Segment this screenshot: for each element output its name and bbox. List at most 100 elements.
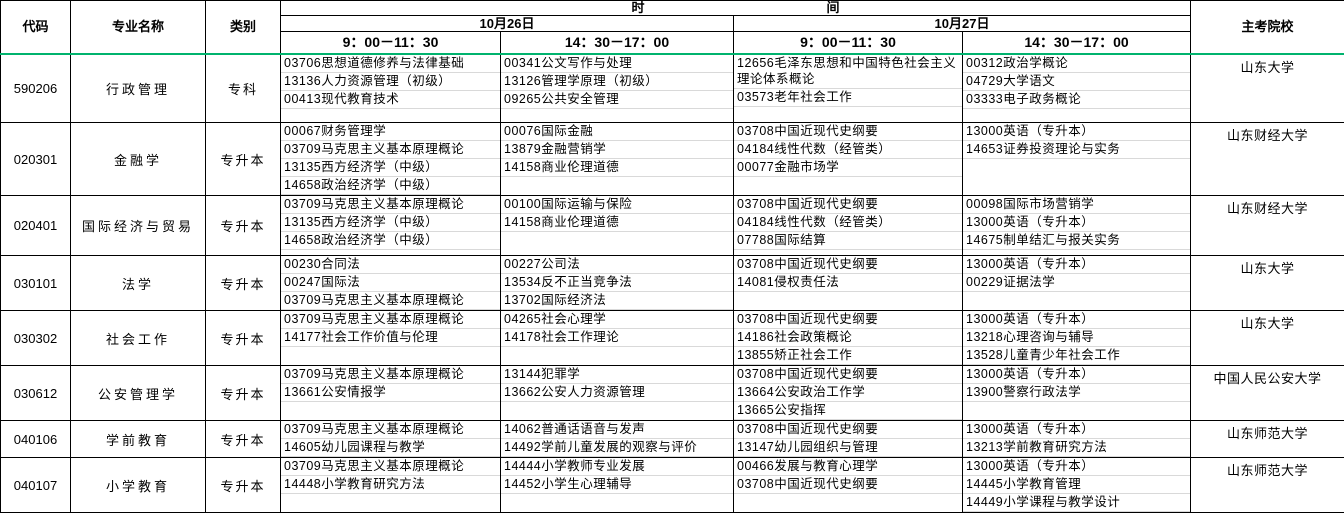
course-item: 03708中国近现代史纲要 xyxy=(734,476,962,494)
category-cell: 专科 xyxy=(206,54,281,123)
institution-cell: 山东大学 xyxy=(1191,311,1344,366)
course-item: 00076国际金融 xyxy=(501,123,733,141)
course-item: 03709马克思主义基本原理概论 xyxy=(281,196,500,214)
major-cell: 小学教育 xyxy=(71,458,206,513)
course-item: 14178社会工作理论 xyxy=(501,329,733,347)
course-item: 13000英语（专升本） xyxy=(963,256,1190,274)
course-item: 03708中国近现代史纲要 xyxy=(734,311,962,329)
course-item: 00341公文写作与处理 xyxy=(501,55,733,73)
course-item: 14062普通话语音与发声 xyxy=(501,421,733,439)
course-item: 13528儿童青少年社会工作 xyxy=(963,347,1190,365)
course-item: 00227公司法 xyxy=(501,256,733,274)
course-item: 13144犯罪学 xyxy=(501,366,733,384)
course-item: 13000英语（专升本） xyxy=(963,366,1190,384)
institution-cell: 中国人民公安大学 xyxy=(1191,366,1344,421)
course-item: 14177社会工作价值与伦理 xyxy=(281,329,500,347)
course-item: 13664公安政治工作学 xyxy=(734,384,962,402)
course-item: 13000英语（专升本） xyxy=(963,123,1190,141)
category-cell: 专升本 xyxy=(206,196,281,256)
header-time: 时 间 xyxy=(281,1,1191,16)
category-cell: 专升本 xyxy=(206,366,281,421)
course-item: 03709马克思主义基本原理概论 xyxy=(281,141,500,159)
course-item: 13534反不正当竞争法 xyxy=(501,274,733,292)
course-item: 00100国际运输与保险 xyxy=(501,196,733,214)
institution-cell: 山东大学 xyxy=(1191,54,1344,123)
course-item: 14492学前儿童发展的观察与评价 xyxy=(501,439,733,457)
course-item: 13661公安情报学 xyxy=(281,384,500,402)
course-item: 04729大学语文 xyxy=(963,73,1190,91)
course-item: 13136人力资源管理（初级） xyxy=(281,73,500,91)
code-cell: 020301 xyxy=(1,123,71,196)
course-item: 13855矫正社会工作 xyxy=(734,347,962,365)
code-cell: 590206 xyxy=(1,54,71,123)
course-item: 00067财务管理学 xyxy=(281,123,500,141)
course-item: 03708中国近现代史纲要 xyxy=(734,123,962,141)
course-item: 12656毛泽东思想和中国特色社会主义理论体系概论 xyxy=(734,55,962,89)
course-item: 09265公共安全管理 xyxy=(501,91,733,109)
course-item: 03708中国近现代史纲要 xyxy=(734,366,962,384)
code-cell: 040106 xyxy=(1,421,71,458)
course-item: 14449小学课程与教学设计 xyxy=(963,494,1190,512)
header-day1: 10月26日 xyxy=(281,16,734,32)
category-cell: 专升本 xyxy=(206,256,281,311)
course-item: 13126管理学原理（初级） xyxy=(501,73,733,91)
institution-cell: 山东财经大学 xyxy=(1191,123,1344,196)
major-cell: 行政管理 xyxy=(71,54,206,123)
code-cell: 030101 xyxy=(1,256,71,311)
institution-cell: 山东财经大学 xyxy=(1191,196,1344,256)
code-cell: 020401 xyxy=(1,196,71,256)
course-item: 00077金融市场学 xyxy=(734,159,962,177)
course-item: 00098国际市场营销学 xyxy=(963,196,1190,214)
course-item: 13000英语（专升本） xyxy=(963,214,1190,232)
category-cell: 专升本 xyxy=(206,123,281,196)
major-cell: 学前教育 xyxy=(71,421,206,458)
course-item: 13000英语（专升本） xyxy=(963,311,1190,329)
course-item: 14605幼儿园课程与教学 xyxy=(281,439,500,457)
course-item: 13135西方经济学（中级） xyxy=(281,159,500,177)
course-item: 13000英语（专升本） xyxy=(963,458,1190,476)
institution-cell: 山东师范大学 xyxy=(1191,421,1344,458)
course-item: 07788国际结算 xyxy=(734,232,962,250)
course-item: 13702国际经济法 xyxy=(501,292,733,310)
course-item: 00247国际法 xyxy=(281,274,500,292)
course-item: 03709马克思主义基本原理概论 xyxy=(281,458,500,476)
header-day1-am-slot: 9：00－11：30 xyxy=(281,32,501,54)
course-item: 03573老年社会工作 xyxy=(734,89,962,107)
course-item: 00229证据法学 xyxy=(963,274,1190,292)
courses-day2-pm: 13000英语（专升本）00229证据法学 xyxy=(963,256,1191,311)
header-category: 类别 xyxy=(206,1,281,54)
course-item: 14658政治经济学（中级） xyxy=(281,232,500,250)
course-item: 13665公安指挥 xyxy=(734,402,962,420)
course-item: 04184线性代数（经管类） xyxy=(734,141,962,159)
course-item: 13147幼儿园组织与管理 xyxy=(734,439,962,457)
course-item: 14445小学教育管理 xyxy=(963,476,1190,494)
header-major: 专业名称 xyxy=(71,1,206,54)
code-cell: 030302 xyxy=(1,311,71,366)
course-item: 03706思想道德修养与法律基础 xyxy=(281,55,500,73)
code-cell: 030612 xyxy=(1,366,71,421)
